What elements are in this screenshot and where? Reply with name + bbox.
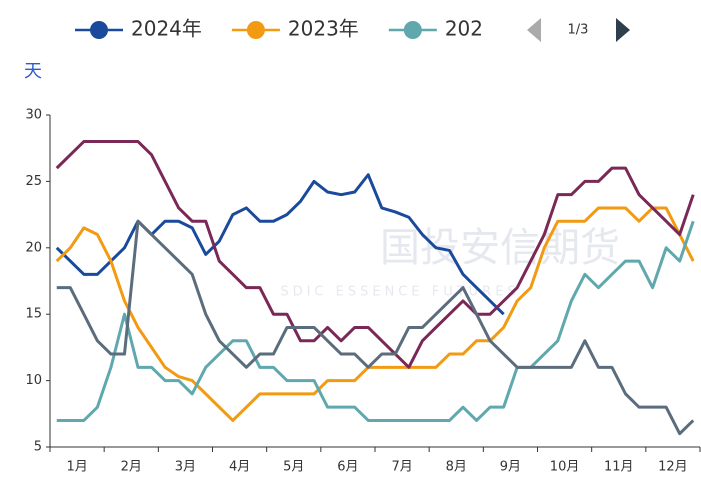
y-tick-label: 15 <box>25 307 42 322</box>
legend-label: 202 <box>445 17 483 41</box>
x-tick-label: 9月 <box>500 460 521 475</box>
x-tick-label: 10月 <box>550 460 580 475</box>
x-tick-label: 7月 <box>391 460 412 475</box>
x-tick-label: 5月 <box>283 460 304 475</box>
x-tick-label: 2月 <box>121 460 142 475</box>
legend-next[interactable] <box>616 18 630 42</box>
watermark: 国投安信期货 <box>380 225 620 271</box>
x-tick-label: 1月 <box>66 460 87 475</box>
y-tick-label: 30 <box>25 108 42 123</box>
legend-page: 1/3 <box>568 23 589 38</box>
series-line <box>55 173 505 316</box>
series-line <box>56 219 695 436</box>
y-tick-label: 25 <box>25 174 42 189</box>
legend-prev[interactable] <box>527 18 541 42</box>
series-line <box>55 140 695 369</box>
y-axis-label: 天 <box>24 61 42 82</box>
legend-label: 2023年 <box>288 17 359 41</box>
x-tick-label: 11月 <box>604 460 634 475</box>
x-tick-label: 4月 <box>229 460 250 475</box>
legend-label: 2024年 <box>131 17 202 41</box>
legend-marker <box>246 21 265 39</box>
series-line <box>55 206 695 422</box>
y-tick-label: 20 <box>25 240 42 255</box>
y-tick-label: 5 <box>34 440 42 455</box>
y-tick-label: 10 <box>25 373 42 388</box>
series-line <box>56 220 695 422</box>
x-tick-label: 6月 <box>337 460 358 475</box>
watermark-sub: SDIC ESSENCE FUTURES <box>280 285 519 300</box>
legend-marker <box>403 21 422 39</box>
x-tick-label: 3月 <box>175 460 196 475</box>
x-tick-label: 8月 <box>446 460 467 475</box>
legend-marker <box>90 21 108 39</box>
x-tick-label: 12月 <box>658 460 688 475</box>
